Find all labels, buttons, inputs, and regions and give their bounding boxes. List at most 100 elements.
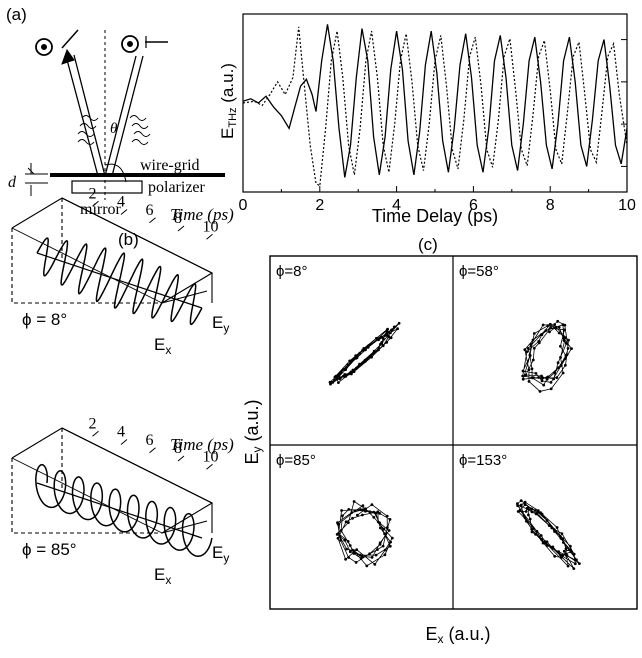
trajectory-point — [555, 526, 559, 529]
trajectory-point — [559, 364, 563, 367]
box-front-dashed — [11, 458, 162, 534]
panel-label-b: (b) — [118, 230, 139, 249]
beam-out-2 — [111, 55, 144, 177]
polarization-scatter-grid: ϕ=8° ϕ=58° ϕ=85° ϕ=153° — [269, 255, 638, 610]
trajectory-point — [339, 538, 342, 542]
trajectory-point — [561, 371, 565, 375]
trajectory-point — [556, 319, 560, 323]
trajectory-point — [570, 347, 573, 350]
trajectory-point — [347, 508, 351, 511]
trajectory-point — [385, 341, 389, 344]
trajectory-point — [566, 564, 570, 568]
phi-label: ϕ=85° — [276, 452, 316, 469]
trajectory-point — [540, 538, 544, 542]
trajectory-point — [348, 544, 352, 547]
trajectory-point — [376, 548, 379, 551]
trajectory-point — [539, 534, 543, 537]
trajectory-point — [523, 516, 527, 520]
trajectory-point — [573, 562, 577, 566]
trajectory-point — [563, 323, 567, 327]
beam-in-2 — [65, 55, 99, 177]
trajectory-point — [521, 369, 525, 373]
trajectory-point — [530, 530, 534, 534]
trajectory-point — [541, 541, 545, 545]
trajectory-point — [564, 336, 567, 339]
trajectory-point — [572, 552, 576, 556]
thz-waveform-chart: 0 2 4 6 8 10 — [239, 13, 636, 214]
trajectory-point — [385, 328, 389, 332]
trajectory-point — [529, 343, 533, 346]
trajectory-point — [343, 538, 347, 542]
polarization-out-of-plane-icon-2 — [121, 35, 139, 53]
trajectory-point — [565, 353, 569, 357]
trajectory-point — [334, 374, 338, 378]
beam-arrowhead — [61, 48, 75, 65]
trajectory-point — [532, 332, 536, 335]
trajectory-point — [523, 348, 527, 351]
trajectory-point — [549, 381, 553, 384]
trajectory-point — [370, 355, 373, 359]
panel-label-c: (c) — [418, 235, 438, 254]
trajectory-point — [337, 374, 341, 378]
trajectory-point — [379, 526, 382, 530]
trajectory-point — [521, 374, 525, 378]
time-axis-label: Time (ps) — [170, 205, 234, 224]
helix-tick-label: 10 — [203, 218, 219, 235]
trajectory-point — [372, 515, 376, 519]
trajectory-point — [344, 557, 347, 561]
ey-axis-label: Ey (a.u.) — [242, 399, 264, 464]
trajectory-point — [361, 504, 365, 508]
trajectory-point — [364, 348, 367, 352]
trajectory-point — [385, 331, 389, 334]
trajectory-point — [342, 368, 345, 371]
polarization-plot-2: ϕ=58° — [459, 263, 573, 393]
trajectory-point — [545, 544, 549, 547]
trajectory-point — [519, 504, 523, 508]
trajectory-point — [346, 363, 350, 367]
x-tick-label: 0 — [239, 197, 248, 214]
trajectory-point — [531, 358, 535, 362]
trajectory-point — [361, 513, 364, 517]
trajectory-point — [396, 327, 399, 331]
trajectory-point — [387, 334, 390, 338]
trajectory-point — [364, 509, 367, 513]
trajectory-point — [562, 339, 566, 342]
trajectory-point — [389, 540, 392, 544]
helix-tick-label: 8 — [174, 210, 182, 227]
trajectory-point — [530, 507, 533, 511]
trajectory-point — [525, 350, 529, 353]
trajectory-point — [538, 390, 542, 393]
trajectory-point — [342, 374, 345, 378]
schematic-diagram — [25, 29, 225, 200]
trajectory-point — [370, 556, 374, 559]
polarization-plot-3: ϕ=85° — [276, 452, 394, 568]
helix-tick-label: 4 — [117, 194, 125, 211]
trajectory-point — [553, 371, 556, 375]
polarization-dot-icon — [41, 44, 47, 50]
trajectory-point — [562, 541, 565, 544]
trajectory-point — [344, 375, 347, 378]
trajectory-point — [354, 561, 358, 564]
trajectory-point — [534, 532, 537, 536]
helix-tick-label: 10 — [203, 448, 219, 465]
phi-label: ϕ = 8° — [22, 310, 67, 329]
trajectory-point — [374, 553, 378, 557]
mirror-rect — [71, 180, 143, 194]
trajectory-point — [377, 338, 380, 342]
trajectory-point — [516, 510, 520, 513]
trajectory-point — [348, 359, 352, 363]
polarization-plot-1: ϕ=8° — [276, 263, 401, 386]
trajectory-point — [355, 356, 359, 360]
trajectory-point — [353, 509, 357, 513]
trajectory-point — [557, 550, 560, 554]
polarizer-label: polarizer — [148, 179, 206, 196]
trajectory-point — [519, 499, 523, 502]
trajectory-point — [540, 379, 544, 383]
trajectory-point — [388, 544, 392, 548]
beam-out-1 — [104, 55, 137, 177]
trajectory-point — [550, 526, 554, 530]
trajectory-point — [378, 521, 381, 525]
trajectory-point — [549, 387, 553, 391]
trajectory-point — [385, 526, 389, 530]
